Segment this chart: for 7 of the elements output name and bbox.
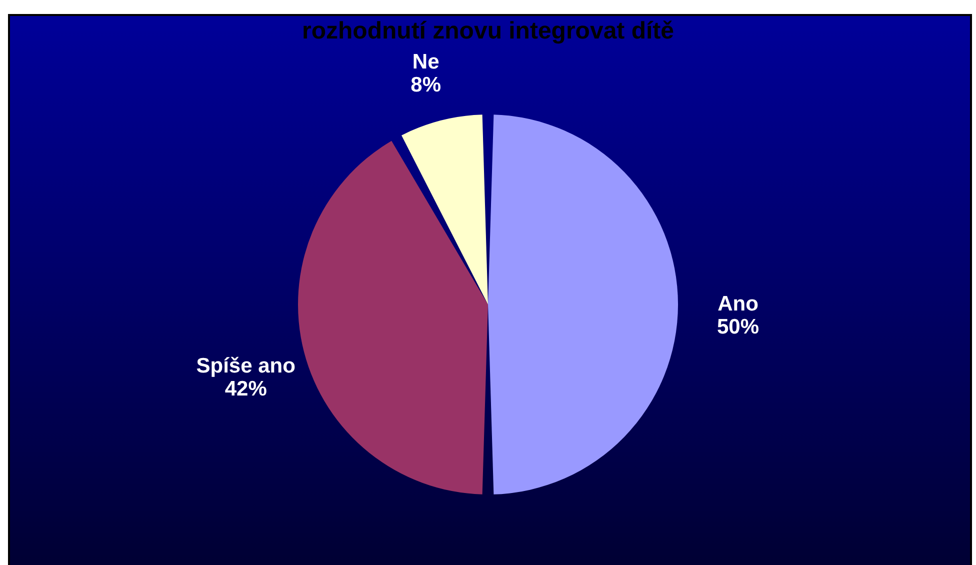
slice-label: Ano xyxy=(718,292,758,316)
slice-label: Ne xyxy=(412,50,440,74)
slice-label: Spíše ano xyxy=(196,354,296,378)
chart-title: rozhodnutí znovu integrovat dítě xyxy=(302,17,674,44)
data-label: 50% xyxy=(716,316,760,338)
data-label: 8% xyxy=(410,73,442,96)
data-label: 42% xyxy=(224,378,268,401)
